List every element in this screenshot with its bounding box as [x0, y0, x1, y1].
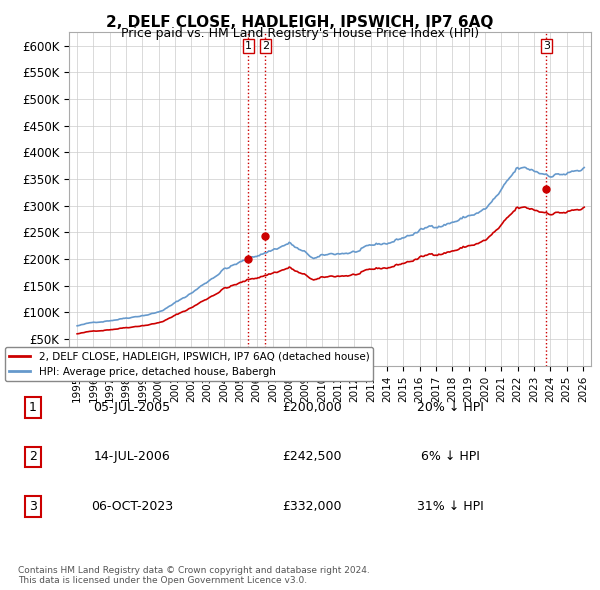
Text: £200,000: £200,000 — [282, 401, 342, 414]
Text: 14-JUL-2006: 14-JUL-2006 — [94, 450, 170, 463]
Text: £332,000: £332,000 — [282, 500, 342, 513]
Text: 3: 3 — [29, 500, 37, 513]
Text: Contains HM Land Registry data © Crown copyright and database right 2024.: Contains HM Land Registry data © Crown c… — [18, 566, 370, 575]
Text: This data is licensed under the Open Government Licence v3.0.: This data is licensed under the Open Gov… — [18, 576, 307, 585]
Text: 1: 1 — [29, 401, 37, 414]
Text: 2: 2 — [262, 41, 269, 51]
Text: 6% ↓ HPI: 6% ↓ HPI — [421, 450, 479, 463]
Text: 2, DELF CLOSE, HADLEIGH, IPSWICH, IP7 6AQ: 2, DELF CLOSE, HADLEIGH, IPSWICH, IP7 6A… — [106, 15, 494, 30]
Text: Price paid vs. HM Land Registry's House Price Index (HPI): Price paid vs. HM Land Registry's House … — [121, 27, 479, 40]
Text: 2: 2 — [29, 450, 37, 463]
Text: 06-OCT-2023: 06-OCT-2023 — [91, 500, 173, 513]
Text: £242,500: £242,500 — [282, 450, 342, 463]
Text: 31% ↓ HPI: 31% ↓ HPI — [416, 500, 484, 513]
Text: 20% ↓ HPI: 20% ↓ HPI — [416, 401, 484, 414]
Text: 3: 3 — [543, 41, 550, 51]
Text: 05-JUL-2005: 05-JUL-2005 — [94, 401, 170, 414]
Text: 1: 1 — [245, 41, 252, 51]
Legend: 2, DELF CLOSE, HADLEIGH, IPSWICH, IP7 6AQ (detached house), HPI: Average price, : 2, DELF CLOSE, HADLEIGH, IPSWICH, IP7 6A… — [5, 348, 373, 381]
